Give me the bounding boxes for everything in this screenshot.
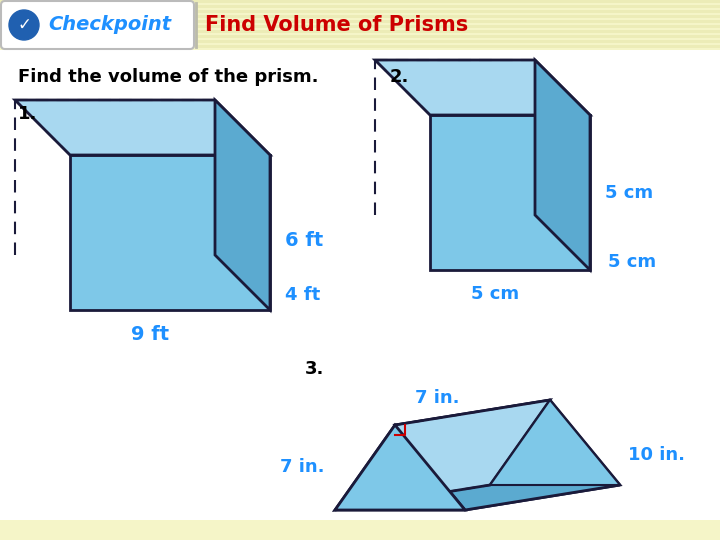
Text: Find Volume of Prisms: Find Volume of Prisms <box>205 15 468 35</box>
Bar <box>0 0 720 3</box>
Polygon shape <box>15 100 270 155</box>
Bar <box>0 25 720 28</box>
Text: ✓: ✓ <box>17 16 31 34</box>
Bar <box>0 520 720 540</box>
Polygon shape <box>335 400 550 510</box>
Text: Find the volume of the prism.: Find the volume of the prism. <box>18 68 318 86</box>
Text: 2.: 2. <box>390 68 410 86</box>
Text: 4 ft: 4 ft <box>285 286 320 303</box>
Text: 5 cm: 5 cm <box>471 285 519 303</box>
FancyBboxPatch shape <box>1 1 194 49</box>
Bar <box>0 20 720 23</box>
Bar <box>0 30 720 32</box>
Polygon shape <box>70 155 270 310</box>
Bar <box>0 10 720 12</box>
Polygon shape <box>535 60 590 270</box>
Text: Checkpoint: Checkpoint <box>48 16 171 35</box>
Polygon shape <box>490 400 620 485</box>
Text: 7 in.: 7 in. <box>281 458 325 476</box>
Text: 3.: 3. <box>305 360 325 378</box>
Text: 9 ft: 9 ft <box>131 325 169 344</box>
Bar <box>0 0 720 50</box>
Bar <box>0 5 720 8</box>
Text: 1.: 1. <box>18 105 37 123</box>
Bar <box>0 40 720 43</box>
Text: 7 in.: 7 in. <box>415 389 459 407</box>
Text: 6 ft: 6 ft <box>285 231 323 249</box>
Bar <box>0 35 720 37</box>
Bar <box>0 45 720 48</box>
Text: 5 cm: 5 cm <box>608 253 656 271</box>
Polygon shape <box>215 100 270 310</box>
Polygon shape <box>375 60 590 115</box>
Polygon shape <box>335 425 465 510</box>
Text: 10 in.: 10 in. <box>628 446 685 464</box>
Bar <box>0 50 720 520</box>
Circle shape <box>9 10 39 40</box>
Bar <box>0 15 720 17</box>
Polygon shape <box>430 115 590 270</box>
Polygon shape <box>395 400 620 510</box>
Polygon shape <box>335 485 620 510</box>
Text: 5 cm: 5 cm <box>605 184 653 201</box>
